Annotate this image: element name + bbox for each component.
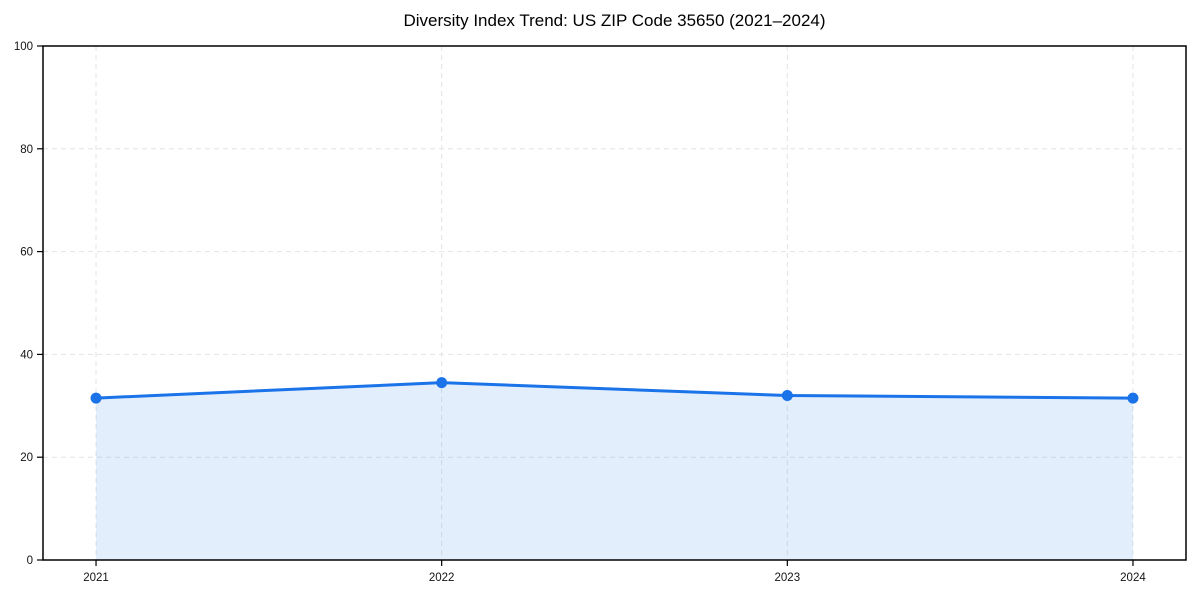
y-tick-label: 60: [20, 247, 33, 259]
data-point-2024: [1127, 392, 1139, 404]
y-tick-label: 100: [14, 41, 33, 53]
x-tick-label: 2023: [775, 572, 801, 584]
y-tick-label: 0: [27, 555, 33, 567]
chart-title: Diversity Index Trend: US ZIP Code 35650…: [403, 11, 826, 30]
y-tick-label: 20: [20, 452, 33, 464]
y-tick-label: 40: [20, 349, 33, 361]
x-tick-label: 2021: [83, 572, 109, 584]
area-fill: [96, 382, 1133, 560]
x-tick-label: 2022: [429, 572, 455, 584]
trend-line: [94, 381, 1135, 400]
data-point-2023: [781, 390, 793, 402]
data-point-2022: [436, 377, 448, 389]
plot-border: [42, 45, 1187, 561]
y-tick-label: 80: [20, 144, 33, 156]
data-point-2021: [90, 392, 102, 404]
x-tick-label: 2024: [1120, 572, 1146, 584]
